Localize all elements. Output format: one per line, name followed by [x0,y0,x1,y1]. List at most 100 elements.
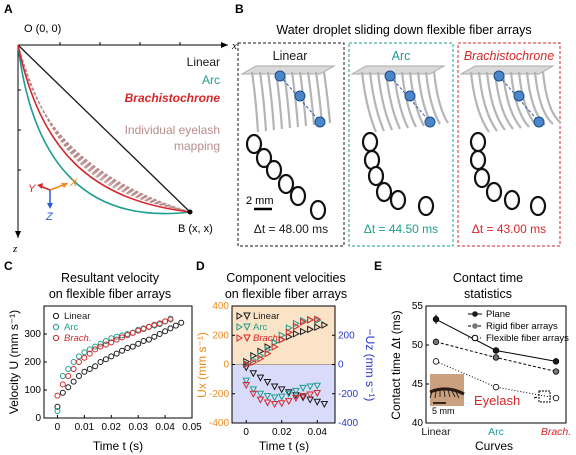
panel-c-legend: Linear Arc Brach. [52,311,91,344]
panel-b: B Water droplet sliding down flexible fi… [235,2,562,247]
droplet-frame [389,189,407,211]
legend-lash-line2: mapping [174,139,220,153]
c-point [113,350,120,357]
d-xtick-label: 0 [243,427,249,438]
d-point [284,398,293,406]
c-point [75,373,82,379]
e-category-label: Brach. [541,426,571,438]
axis-ticks [18,42,181,171]
d-point [263,379,272,387]
linear-curve [17,44,191,213]
droplet-frame [529,195,547,217]
c-ytick-label: 300 [24,329,41,340]
d-legend-brach: Brach. [253,333,280,344]
d-point [271,338,279,347]
box-brach [457,42,561,247]
panel-e-ylabel: Contact time Δt (ms) [389,310,403,419]
c-point [75,359,82,365]
c-xtick-label: 0 [55,422,61,433]
box-arc [348,42,454,247]
z-axis-label: z [12,243,18,255]
inset-scale-label: 5 mm [432,406,455,416]
panel-d-title-2: on flexible fiber arrays [225,287,347,301]
c-xtick-label: 0.02 [102,422,122,433]
d-ytick-right-label: -200 [338,389,358,400]
c-point [156,331,163,337]
c-point [140,325,147,332]
droplet-marker [274,70,286,82]
droplet-frame [289,185,307,207]
e-point [552,368,560,375]
panel-c-title-1: Resultant velocity [61,271,160,285]
eyelash-curve [17,44,191,213]
arc-curve [17,44,191,215]
col-title-linear: Linear [273,49,308,63]
c-point [97,340,104,347]
panel-d-title-1: Component velocities [226,271,346,285]
d-point [270,383,279,391]
panel-c: C Resultant velocity on flexible fiber a… [4,259,202,453]
c-point [70,366,77,372]
c-point [81,354,88,361]
c-point [65,384,72,391]
panel-c-ylabel: Velocity U (mm s⁻¹) [7,310,21,414]
panel-e: E Contact time statistics 40 45 50 55 Linear… [374,259,571,453]
c-point [119,347,126,354]
e-point [552,394,560,402]
d-point [292,329,300,338]
d-legend-arc: Arc [253,322,268,333]
origin-label: O (0, 0) [24,23,61,35]
d-point [271,343,279,351]
droplet-frame [265,159,283,181]
d-point [285,324,293,332]
c-point [124,345,131,351]
d-point [277,393,286,401]
fiber-bundle [240,65,336,133]
e-ytick-label: 45 [412,379,424,390]
x-axis-label: x [231,40,237,52]
d-point [250,358,258,367]
droplet-marker [493,70,505,82]
c-ytick-label: 0 [35,413,41,424]
e-point [492,383,500,391]
d-point [321,321,329,329]
d-point [243,360,251,369]
d-point [313,398,322,406]
c-point [86,366,93,372]
legend-brachistochrone: Brachistochrone [125,91,221,105]
droplet-frame [485,181,503,203]
c-point [162,328,169,335]
d-ytick-left-label: 0 [223,360,229,371]
legend-lash-line1: Individual eyelash [125,123,220,137]
d-point [249,390,258,398]
d-point [292,322,300,331]
d-point [284,389,293,397]
c-point [81,368,88,375]
droplet-frame [255,147,273,169]
dt-brach: Δt = 43.00 ms [472,222,546,236]
d-ytick-left-label: -200 [209,389,229,400]
d-point [285,328,293,337]
d-point [285,332,293,341]
panel-c-letter: C [4,259,13,273]
droplet-marker [294,90,306,102]
droplet-frame [367,165,385,187]
e-point [492,354,500,361]
c-point [151,321,158,328]
panel-b-title: Water droplet sliding down flexible fibe… [276,23,531,37]
d-point [306,383,314,391]
droplet-marker [533,116,545,128]
e-legend-flexible: Flexible fiber arrays [486,333,569,344]
c-xtick-label: 0.03 [128,422,148,433]
c-legend-linear: Linear [64,311,90,322]
d-point [277,386,286,394]
e-legend-rigid: Rigid fiber arrays [486,321,558,332]
x-axis-arrow-icon [221,42,228,48]
d-point [314,323,322,332]
e-legend-plane: Plane [486,309,510,320]
c-xtick-label: 0.01 [75,422,95,433]
e-point [432,316,440,323]
c-point [102,341,109,348]
d-point [249,386,258,394]
triad-y-label: Y [28,183,36,195]
